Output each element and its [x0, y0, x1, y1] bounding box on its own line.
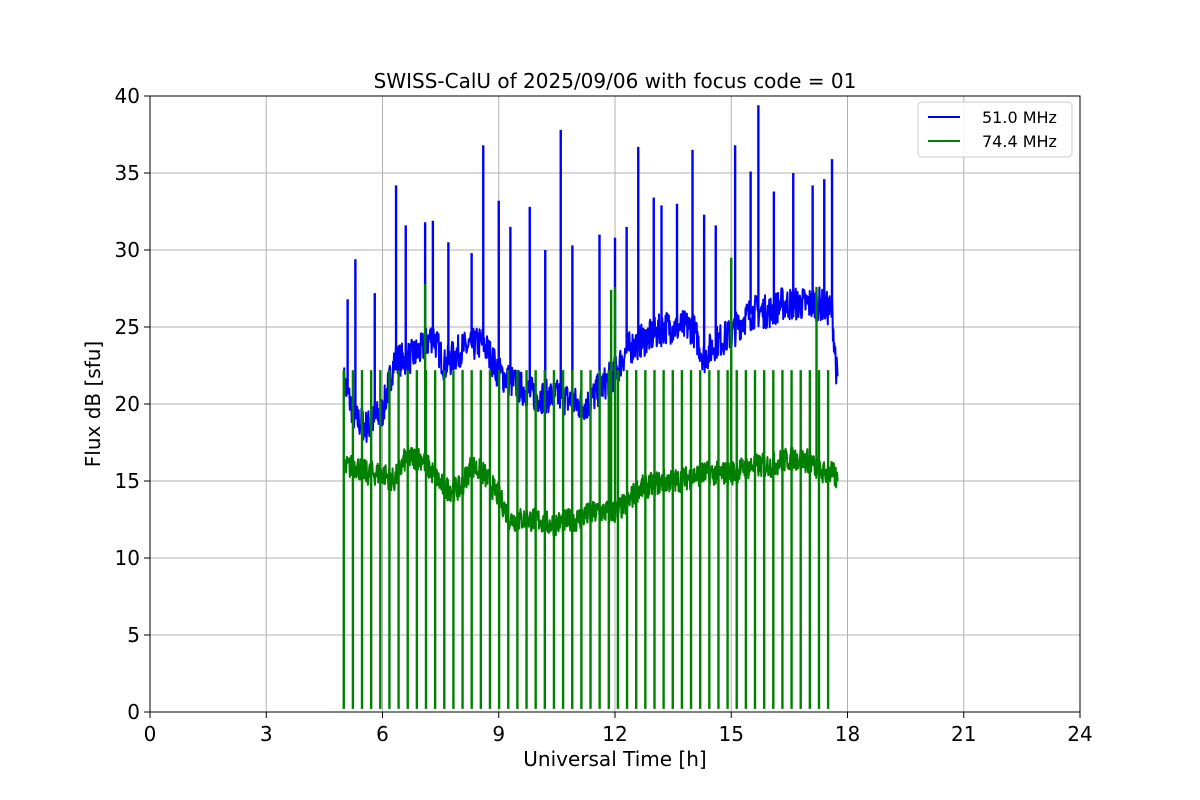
x-tick-label: 9 [492, 722, 505, 746]
y-tick-label: 15 [115, 469, 140, 493]
x-tick-label: 6 [376, 722, 389, 746]
y-tick-label: 10 [115, 546, 140, 570]
x-axis-label: Universal Time [h] [523, 747, 706, 771]
x-tick-label: 24 [1067, 722, 1092, 746]
chart-title: SWISS-CalU of 2025/09/06 with focus code… [374, 69, 857, 93]
series-layer [342, 105, 839, 709]
legend-label-74mhz: 74.4 MHz [982, 132, 1057, 151]
x-tick-label: 3 [260, 722, 273, 746]
y-tick-label: 20 [115, 392, 140, 416]
y-tick-label: 40 [115, 84, 140, 108]
x-tick-label: 12 [602, 722, 627, 746]
x-tick-label: 21 [951, 722, 976, 746]
y-tick-label: 0 [127, 700, 140, 724]
x-tick-label: 15 [719, 722, 744, 746]
y-tick-label: 30 [115, 238, 140, 262]
x-tick-label: 0 [144, 722, 157, 746]
legend-label-51mhz: 51.0 MHz [982, 108, 1057, 127]
y-tick-label: 5 [127, 623, 140, 647]
y-tick-label: 25 [115, 315, 140, 339]
y-axis-label: Flux dB [sfu] [81, 341, 105, 467]
axis-ticks: 0 3 6 9 12 15 18 21 24 0 5 10 15 20 25 30 35 40 [115, 84, 1093, 746]
legend: 51.0 MHz 74.4 MHz [917, 101, 1073, 158]
y-tick-label: 35 [115, 161, 140, 185]
x-tick-label: 18 [835, 722, 860, 746]
legend-box [917, 101, 1073, 158]
